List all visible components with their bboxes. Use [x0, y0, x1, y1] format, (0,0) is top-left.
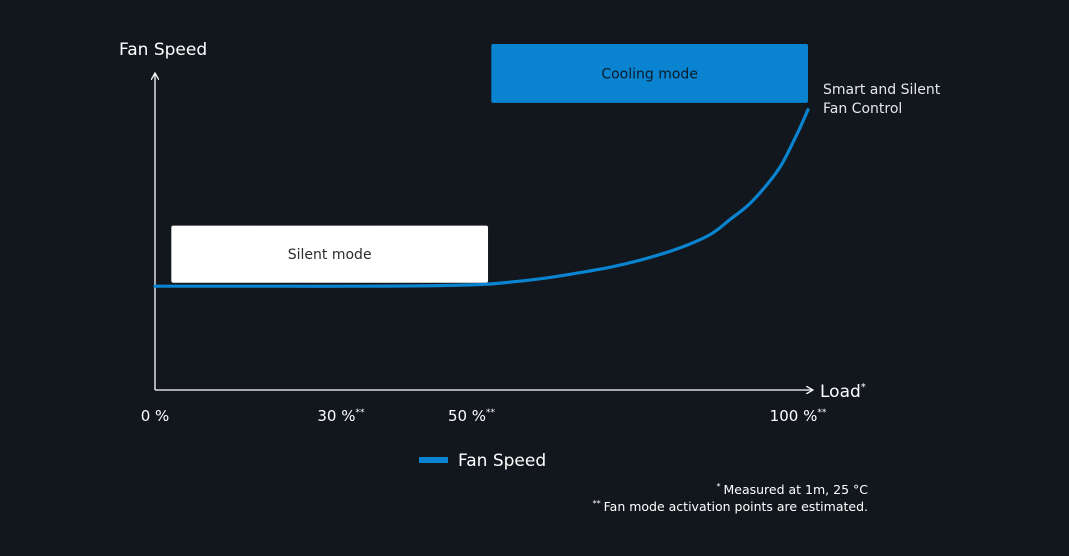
x-tick-mark: ** [355, 408, 365, 418]
footnote-measured-text: Measured at 1m, 25 °C [723, 482, 868, 497]
x-tick-text: 0 % [141, 407, 170, 425]
x-tick-text: 100 % [770, 407, 818, 425]
x-tick-label: 30 %** [317, 407, 365, 425]
annotation-line-2: Fan Control [823, 101, 902, 117]
mode-box-rect [491, 44, 808, 103]
legend-swatch [419, 457, 448, 463]
y-axis-title: Fan Speed [119, 40, 207, 60]
annotation-line-1: Smart and Silent [823, 82, 941, 98]
footnote-estimated: ** Fan mode activation points are estimat… [593, 499, 868, 514]
mode-box-1: Cooling mode [491, 44, 808, 103]
mode-box-label: Cooling mode [601, 66, 698, 82]
mode-boxes: Silent mode Cooling mode [171, 44, 808, 283]
series-lines [153, 108, 810, 288]
x-tick-text: 30 % [317, 407, 355, 425]
x-tick-label: 100 %** [770, 407, 827, 425]
footnote-measured: * Measured at 1m, 25 °C [716, 482, 868, 497]
legend: Fan Speed [419, 451, 546, 471]
mode-box-label: Silent mode [288, 247, 372, 263]
x-axis-title: Load* [820, 382, 866, 402]
x-tick-mark: ** [817, 408, 827, 418]
x-tick-mark: ** [486, 408, 496, 418]
mode-box-0: Silent mode [171, 225, 489, 283]
footnote-estimated-text: Fan mode activation points are estimated… [604, 499, 868, 514]
series-line-fan-speed [153, 108, 810, 288]
legend-label: Fan Speed [458, 451, 546, 471]
x-tick-label: 50 %** [448, 407, 496, 425]
x-tick-labels: 0 % 30 %** 50 %** 100 %** [141, 407, 827, 425]
x-axis-title-text: Load [820, 382, 861, 402]
smart-fan-annotation: Smart and Silent Fan Control [823, 82, 945, 117]
footnote-measured-mark: * [716, 482, 720, 491]
mode-box-rect [171, 225, 489, 283]
x-axis-title-mark: * [861, 382, 866, 393]
x-tick-text: 50 % [448, 407, 486, 425]
footnote-estimated-mark: ** [593, 499, 601, 508]
x-tick-label: 0 % [141, 407, 170, 425]
